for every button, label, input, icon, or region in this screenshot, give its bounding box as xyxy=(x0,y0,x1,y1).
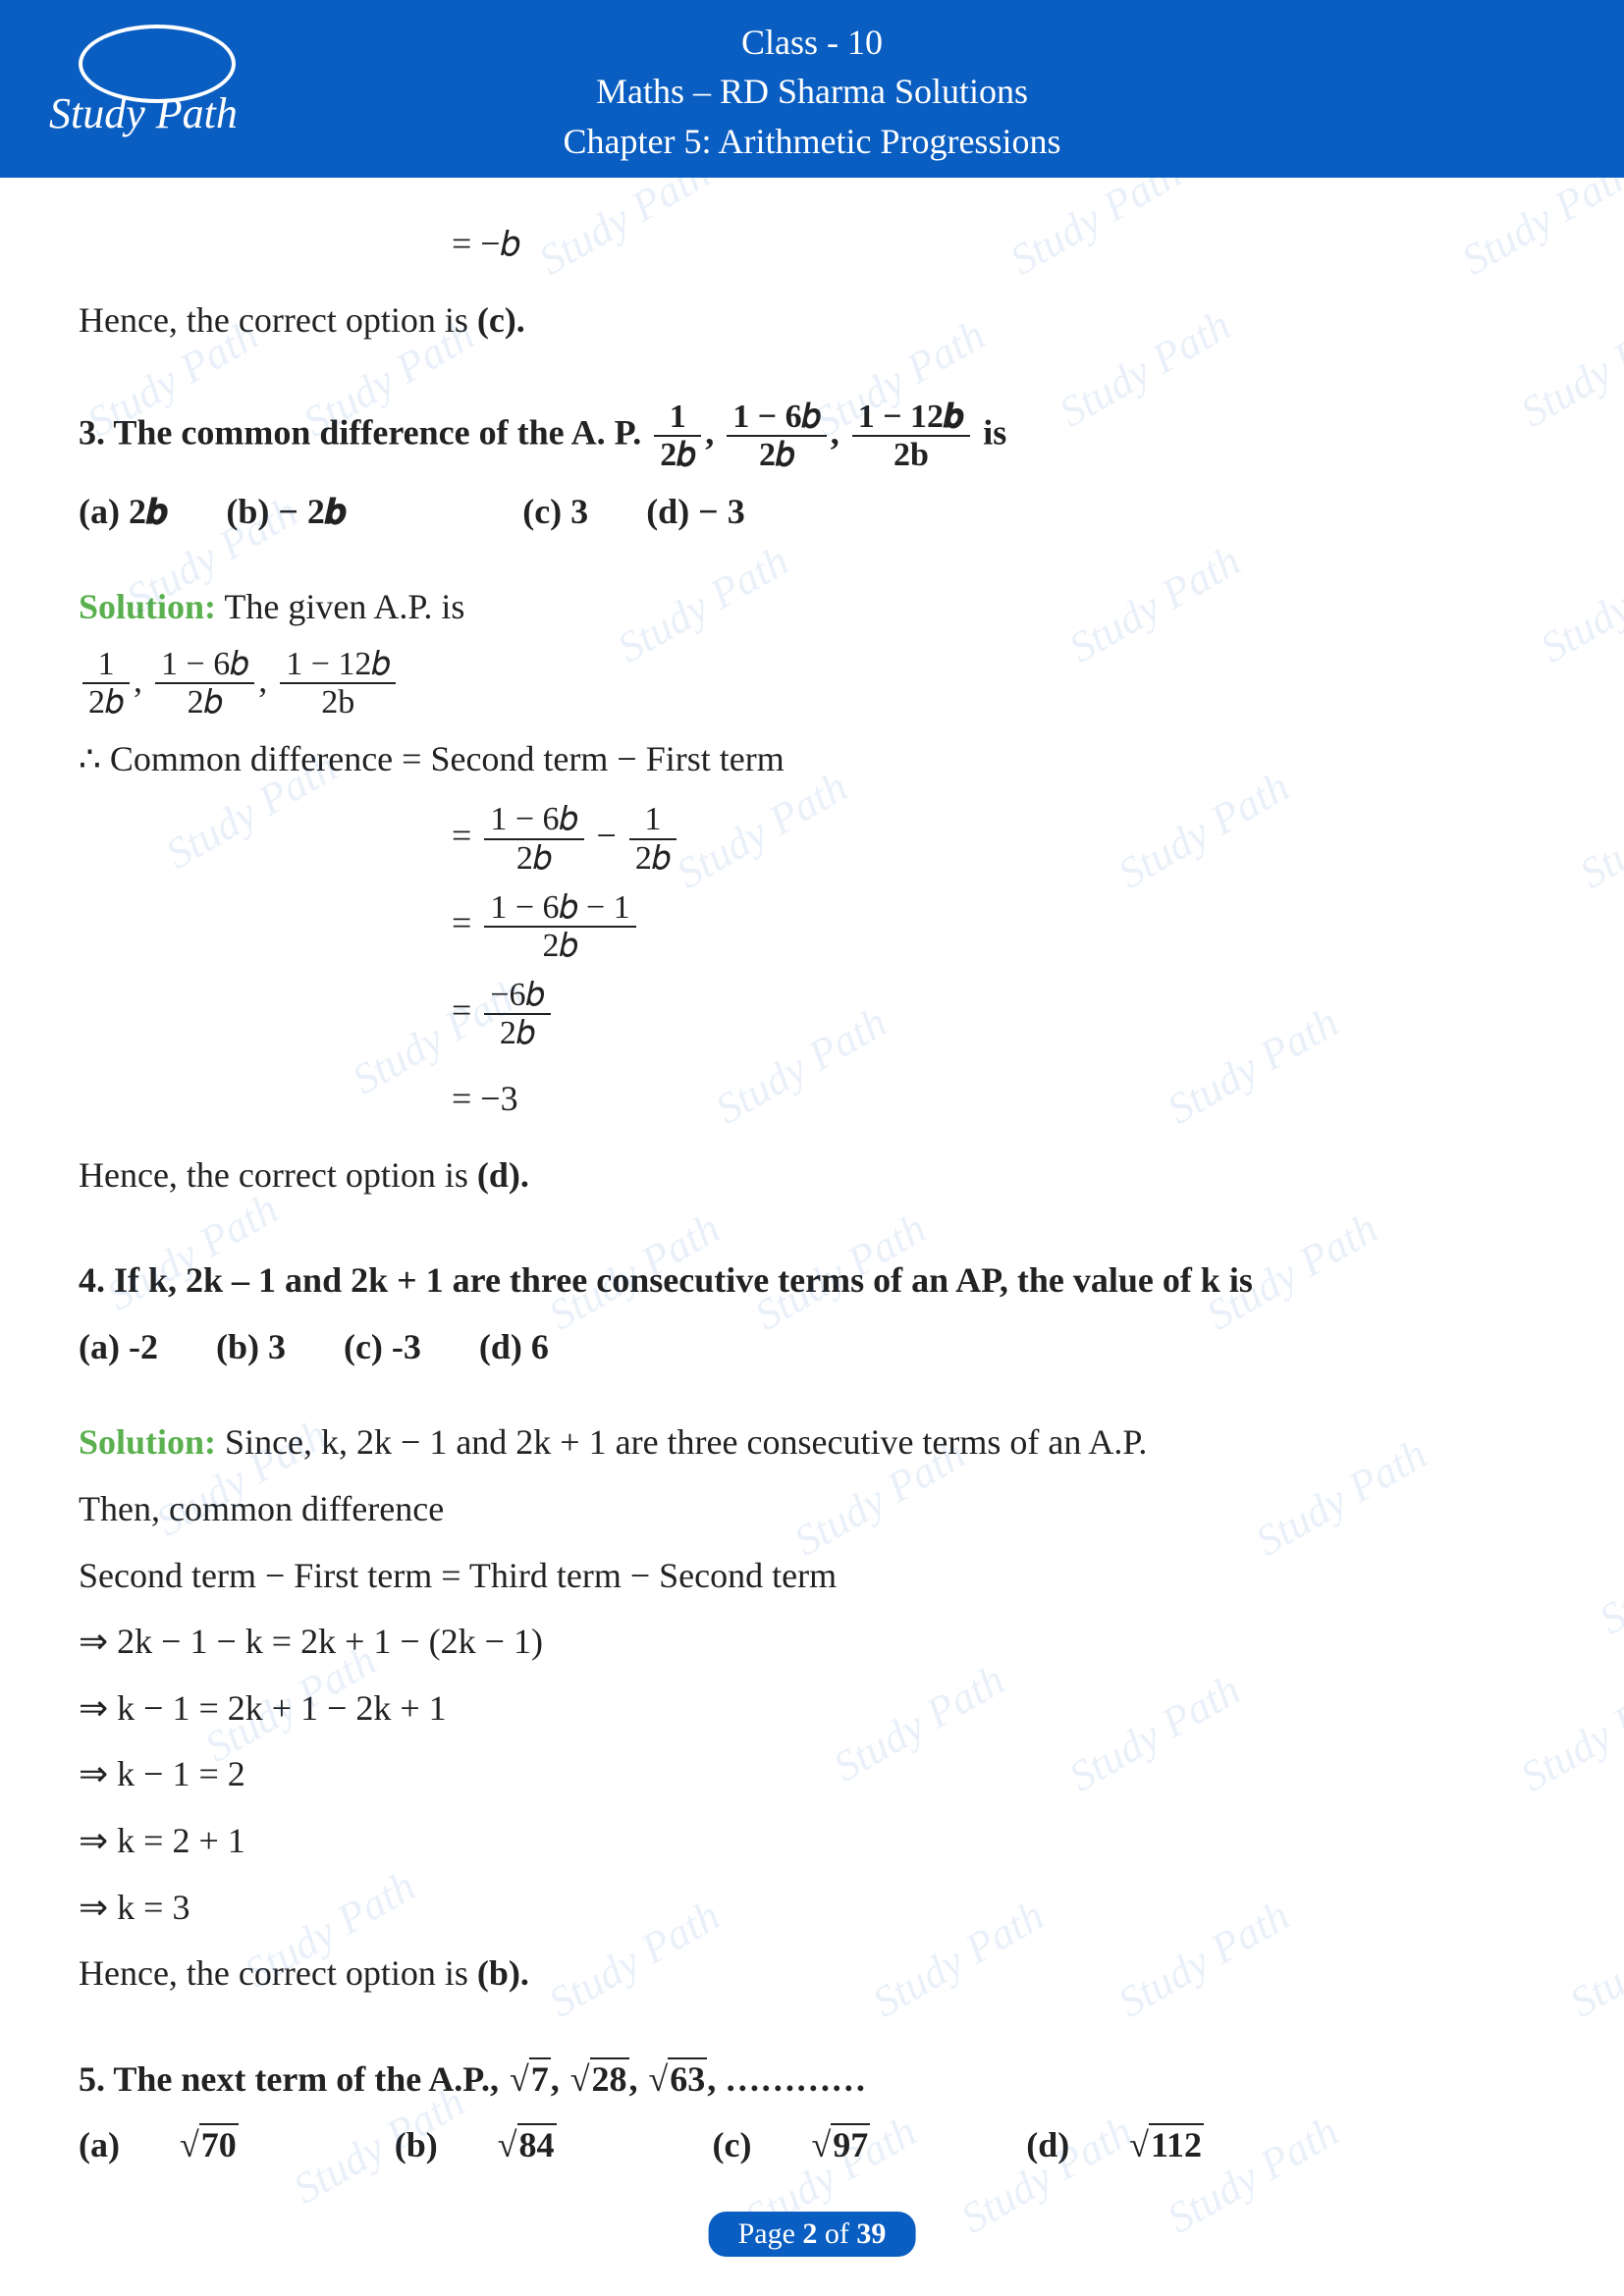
footer-mid: of xyxy=(817,2217,856,2250)
hence-c-answer: (c). xyxy=(477,300,525,340)
q3-options: (a) 2𝒃 (b) − 2𝒃 (c) 3 (d) − 3 xyxy=(79,484,1545,541)
q5-opt-c: (c) 97 xyxy=(713,2125,969,2164)
sol3-f1: 12𝑏 xyxy=(79,646,134,721)
hence-d: Hence, the correct option is (d). xyxy=(79,1148,1545,1204)
q5-options: (a) 70 (b) 84 (c) 97 (d) 112 xyxy=(79,2117,1545,2174)
step2-f: 1 − 6𝑏 − 12𝑏 xyxy=(480,889,639,965)
q3-opt-a: (a) 2𝒃 xyxy=(79,492,168,531)
eq-sign: = xyxy=(452,990,471,1030)
q5-r1: 7 xyxy=(508,2052,551,2109)
q5-opt-d: (d) 112 xyxy=(1026,2125,1302,2164)
sol4-l7: ⇒ k = 2 + 1 xyxy=(79,1813,1545,1870)
prev-eq-b: = −𝑏 xyxy=(79,205,1545,283)
q5-dots: , ………… xyxy=(707,2059,866,2099)
q5-r3: 63 xyxy=(647,2052,708,2109)
question-3: 3. The common difference of the A. P. 12… xyxy=(79,399,1545,474)
eq-sign: = xyxy=(452,903,471,942)
solution-label-3: Solution: xyxy=(79,587,216,626)
q5-prefix: 5. The next term of the A.P., xyxy=(79,2059,508,2099)
q3-prefix: . The common difference of the A. P. xyxy=(96,412,650,452)
eq-sign: = xyxy=(452,816,471,855)
q5-opt-b: (b) 84 xyxy=(395,2125,655,2164)
sol4-l2: Then, common difference xyxy=(79,1481,1545,1538)
q5-opt-a: (a) 70 xyxy=(79,2125,337,2164)
q3-frac1: 12𝑏 xyxy=(650,399,705,474)
sol4-line1: Solution: Since, k, 2k − 1 and 2k + 1 ar… xyxy=(79,1415,1545,1471)
sol3-given: The given A.P. is xyxy=(216,587,464,626)
sol4-l5: ⇒ k − 1 = 2k + 1 − 2k + 1 xyxy=(79,1681,1545,1737)
sol3-f3: 1 − 12𝑏2b xyxy=(276,646,400,721)
logo-text: Study Path xyxy=(49,88,238,138)
footer-prefix: Page xyxy=(738,2217,803,2250)
q3-num: 3 xyxy=(79,412,96,452)
q3-opt-c: (c) 3 xyxy=(522,492,588,531)
footer-total: 39 xyxy=(856,2217,886,2250)
sol3-step1: = 1 − 6𝑏2𝑏 − 12𝑏 xyxy=(79,797,1545,877)
sol3-f2: 1 − 6𝑏2𝑏 xyxy=(151,646,258,721)
footer-page: 2 xyxy=(802,2217,817,2250)
logo: Study Path xyxy=(49,20,265,147)
sol3-step2: = 1 − 6𝑏 − 12𝑏 xyxy=(79,884,1545,964)
q3-opt-d: (d) − 3 xyxy=(646,492,745,531)
hence-c: Hence, the correct option is (c). xyxy=(79,293,1545,349)
sol4-l3: Second term − First term = Third term − … xyxy=(79,1548,1545,1605)
hence-d-answer: (d). xyxy=(477,1155,529,1195)
q3-opt-b: (b) − 2𝒃 xyxy=(226,492,347,531)
q4-opt-a: (a) -2 xyxy=(79,1327,158,1366)
hence-b-prefix: Hence, the correct option is xyxy=(79,1953,477,1993)
hence-d-prefix: Hence, the correct option is xyxy=(79,1155,477,1195)
question-5: 5. The next term of the A.P., 7, 28, 63,… xyxy=(79,2052,1545,2109)
q3-suffix: is xyxy=(983,412,1006,452)
q4-opt-c: (c) -3 xyxy=(344,1327,421,1366)
step3-f: −6𝑏2𝑏 xyxy=(480,977,554,1052)
sol4-l8: ⇒ k = 3 xyxy=(79,1880,1545,1937)
step1-f1: 1 − 6𝑏2𝑏 xyxy=(480,801,587,877)
hence-c-prefix: Hence, the correct option is xyxy=(79,300,477,340)
sol4-l6: ⇒ k − 1 = 2 xyxy=(79,1746,1545,1803)
q4-options: (a) -2 (b) 3 (c) -3 (d) 6 xyxy=(79,1319,1545,1376)
page-header: Study Path Class - 10 Maths – RD Sharma … xyxy=(0,0,1624,172)
step1-f2: 12𝑏 xyxy=(625,801,680,877)
sol4-l1: Since, k, 2k − 1 and 2k + 1 are three co… xyxy=(216,1422,1147,1462)
sol3-step3: = −6𝑏2𝑏 xyxy=(79,972,1545,1051)
sol4-l4: ⇒ 2k − 1 − k = 2k + 1 − (2k − 1) xyxy=(79,1614,1545,1671)
page-content: = −𝑏 Hence, the correct option is (c). 3… xyxy=(0,178,1624,2174)
sol3-step4: = −3 xyxy=(79,1060,1545,1138)
q4-opt-d: (d) 6 xyxy=(479,1327,549,1366)
q3-frac3: 1 − 12𝒃2b xyxy=(848,399,975,474)
hence-b: Hence, the correct option is (b). xyxy=(79,1946,1545,2002)
question-4: 4. If k, 2k – 1 and 2k + 1 are three con… xyxy=(79,1253,1545,1309)
sol3-line1: Solution: The given A.P. is xyxy=(79,579,1545,636)
q3-frac2: 1 − 6𝑏2𝑏 xyxy=(723,399,830,474)
q5-r2: 28 xyxy=(568,2052,629,2109)
q4-opt-b: (b) 3 xyxy=(216,1327,286,1366)
minus-sign: − xyxy=(597,816,617,855)
page-footer: Page 2 of 39 xyxy=(709,2212,916,2257)
hence-b-answer: (b). xyxy=(477,1953,529,1993)
solution-label-4: Solution: xyxy=(79,1422,216,1462)
sol3-sequence: 12𝑏, 1 − 6𝑏2𝑏, 1 − 12𝑏2b xyxy=(79,646,1545,721)
sol3-cd: ∴ Common difference = Second term − Firs… xyxy=(79,731,1545,788)
